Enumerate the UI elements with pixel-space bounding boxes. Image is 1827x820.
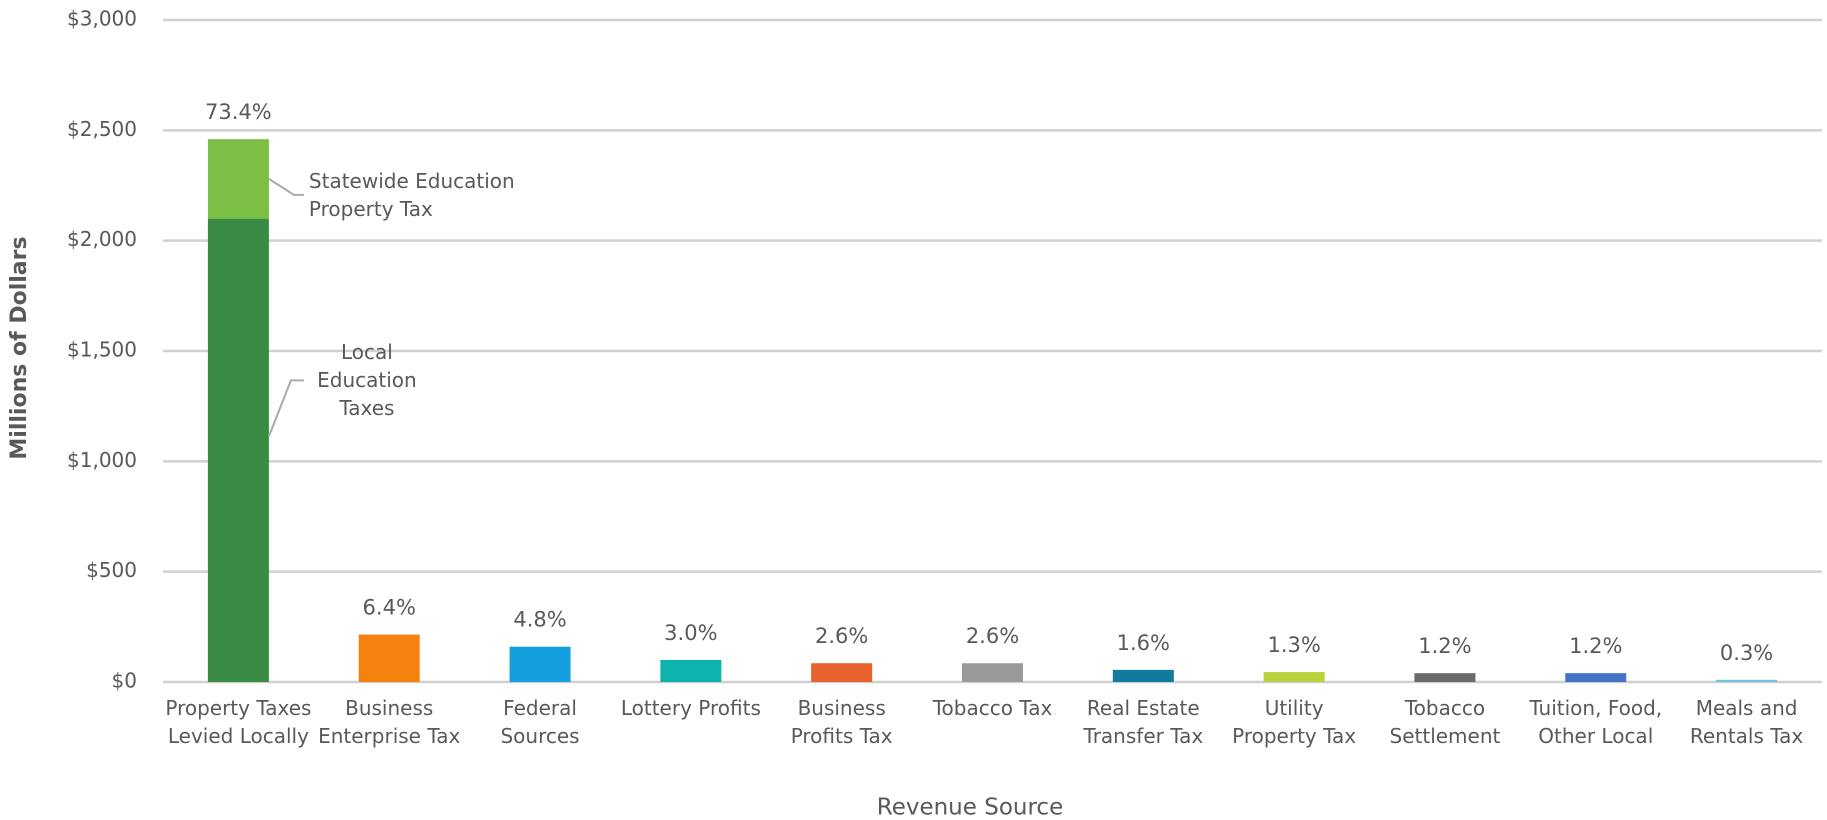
x-tick-label: Federal Sources: [500, 696, 580, 748]
percent-label: 4.8%: [513, 608, 566, 632]
bar-segment: [358, 634, 420, 682]
percent-label: 2.6%: [966, 624, 1019, 648]
bar-segment: [1112, 669, 1174, 682]
percent-label: 3.0%: [664, 621, 717, 645]
x-tick-label: Utility Property Tax: [1232, 696, 1357, 748]
percent-label: 1.2%: [1418, 634, 1471, 658]
bar-segment: [811, 663, 873, 682]
percent-label: 1.6%: [1117, 631, 1170, 655]
percent-label: 1.2%: [1569, 634, 1622, 658]
x-tick-label: Lottery Profits: [620, 696, 761, 720]
percent-label: 0.3%: [1720, 641, 1773, 665]
x-tick-label: Tuition, Food, Other Local: [1529, 696, 1663, 748]
percent-label: 1.3%: [1267, 633, 1320, 657]
x-tick-label: Tobacco Tax: [932, 696, 1053, 720]
x-tick-label: Business Profits Tax: [790, 696, 893, 748]
x-tick-label: Property Taxes Levied Locally: [165, 696, 312, 748]
x-tick-label: Tobacco Settlement: [1389, 696, 1501, 748]
bar-segment: [207, 139, 269, 219]
y-tick-label: $3,000: [67, 7, 137, 31]
callout-line: [268, 178, 304, 196]
bar-segment: [1565, 673, 1627, 682]
bar-segment: [1263, 672, 1325, 682]
percent-label: 2.6%: [815, 624, 868, 648]
y-tick-label: $1,500: [67, 338, 137, 362]
bar-segment: [660, 659, 722, 682]
series-callout: Statewide Education Property Tax: [308, 168, 515, 221]
series-callout: Local Education Taxes: [317, 340, 417, 421]
y-tick-label: $0: [112, 669, 137, 693]
x-tick-label: Real Estate Transfer Tax: [1083, 696, 1204, 748]
percent-label: 73.4%: [205, 100, 272, 124]
bar-segment: [509, 646, 571, 682]
bar-segment: [1716, 679, 1778, 682]
y-tick-label: $1,000: [67, 448, 137, 472]
x-axis-title: Revenue Source: [877, 795, 1063, 820]
bar-segment: [207, 218, 269, 682]
y-axis-title: Millions of Dollars: [7, 236, 32, 459]
y-tick-label: $500: [86, 558, 137, 582]
percent-label: 6.4%: [363, 596, 416, 620]
x-tick-label: Meals and Rentals Tax: [1689, 696, 1804, 748]
bar-segment: [962, 663, 1023, 682]
y-tick-label: $2,000: [67, 227, 137, 251]
callout-line: [267, 379, 304, 437]
y-tick-label: $2,500: [67, 117, 137, 141]
x-tick-label: Business Enterprise Tax: [318, 696, 461, 748]
bar-segment: [1414, 673, 1476, 682]
